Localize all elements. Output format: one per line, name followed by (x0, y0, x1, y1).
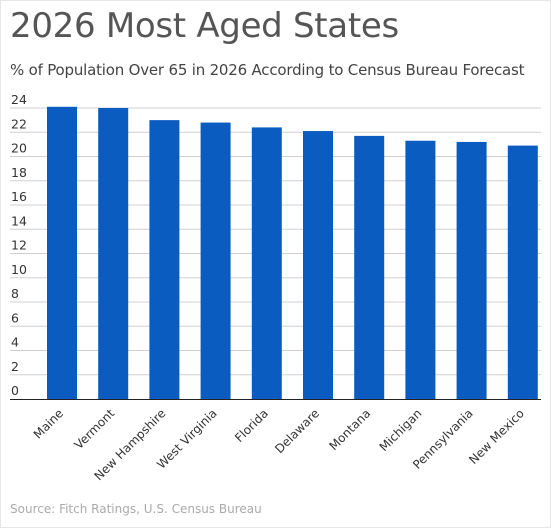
y-tick-label: 14 (11, 213, 27, 228)
y-tick-label: 8 (11, 286, 19, 301)
bar-new-mexico (507, 145, 538, 399)
x-tick-label: Montana (326, 406, 373, 453)
bar-delaware (303, 131, 333, 399)
bars (47, 106, 538, 400)
bar-new-hampshire (149, 120, 180, 399)
bar-michigan (405, 140, 436, 400)
x-tick-label: Maine (31, 406, 66, 441)
x-tick-label: Vermont (72, 406, 118, 452)
y-tick-label: 18 (11, 165, 27, 180)
x-tick-label: Delaware (272, 406, 322, 456)
bar-pennsylvania (456, 141, 487, 399)
y-tick-label: 6 (11, 310, 19, 325)
bar-montana (354, 135, 385, 399)
y-tick-label: 22 (11, 116, 27, 131)
y-tick-label: 4 (11, 335, 19, 350)
x-tick-label: Michigan (377, 406, 425, 454)
bar-florida (251, 127, 282, 400)
source-note: Source: Fitch Ratings, U.S. Census Burea… (10, 502, 262, 516)
bar-west-virginia (200, 122, 231, 400)
y-tick-label: 12 (11, 238, 27, 253)
bar-vermont (98, 108, 129, 399)
y-tick-label: 2 (11, 359, 19, 374)
y-tick-label: 10 (11, 262, 27, 277)
bar-maine (47, 106, 77, 399)
y-tick-label: 16 (11, 189, 27, 204)
chart-title: 2026 Most Aged States (10, 6, 399, 46)
chart-subtitle: % of Population Over 65 in 2026 Accordin… (10, 61, 525, 79)
x-tick-label: Florida (232, 406, 271, 445)
y-tick-label: 0 (11, 383, 19, 398)
y-tick-label: 24 (11, 92, 27, 107)
y-tick-label: 20 (11, 141, 27, 156)
x-tick-label: New Mexico (466, 406, 527, 467)
